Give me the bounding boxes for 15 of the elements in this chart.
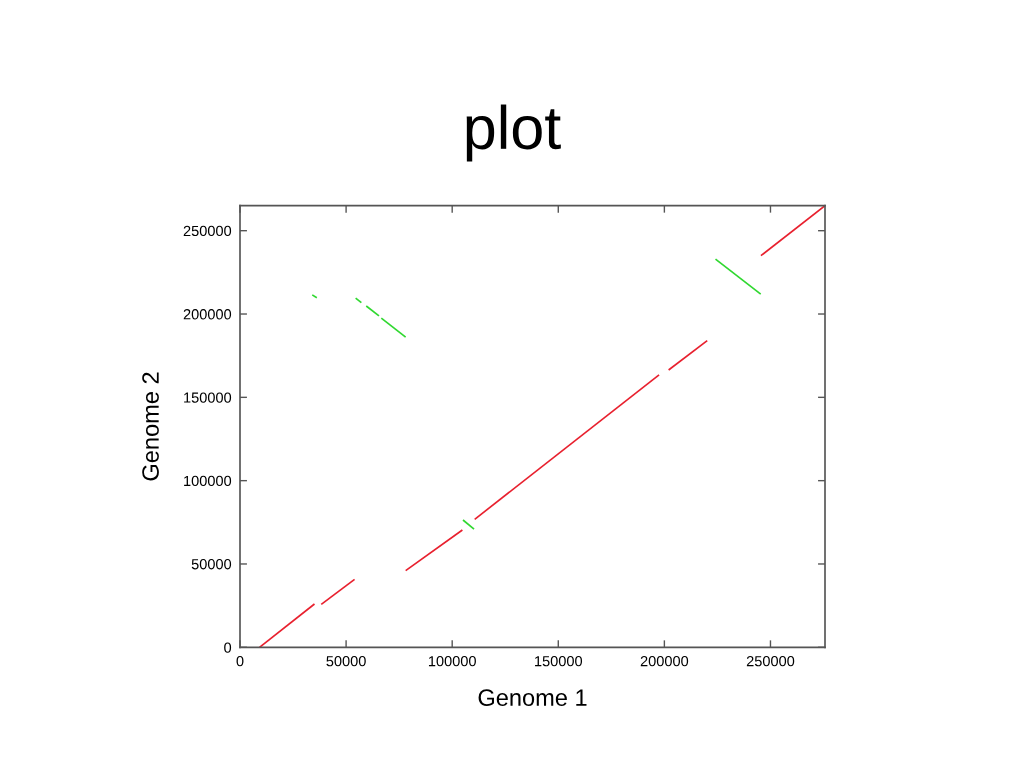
y-tick-label: 100000 [184,475,232,487]
y-tick-label: 200000 [183,309,232,320]
x-tick-label: 250000 [746,656,795,667]
x-tick-label: 50000 [326,656,366,667]
x-axis-title: Genome 1 [478,689,587,707]
x-tick-label: 200000 [640,656,689,667]
x-tick-label: 150000 [535,656,583,667]
x-tick-label: 100000 [428,656,476,667]
y-tick-label: 250000 [183,225,232,237]
y-axis-title: Genome 2 [142,372,159,481]
y-tick-label: 0 [224,642,232,653]
chart-title: plot [466,104,561,162]
y-tick-label: 150000 [184,392,232,403]
x-tick-label: 0 [236,656,244,667]
y-tick-label: 50000 [191,559,232,570]
